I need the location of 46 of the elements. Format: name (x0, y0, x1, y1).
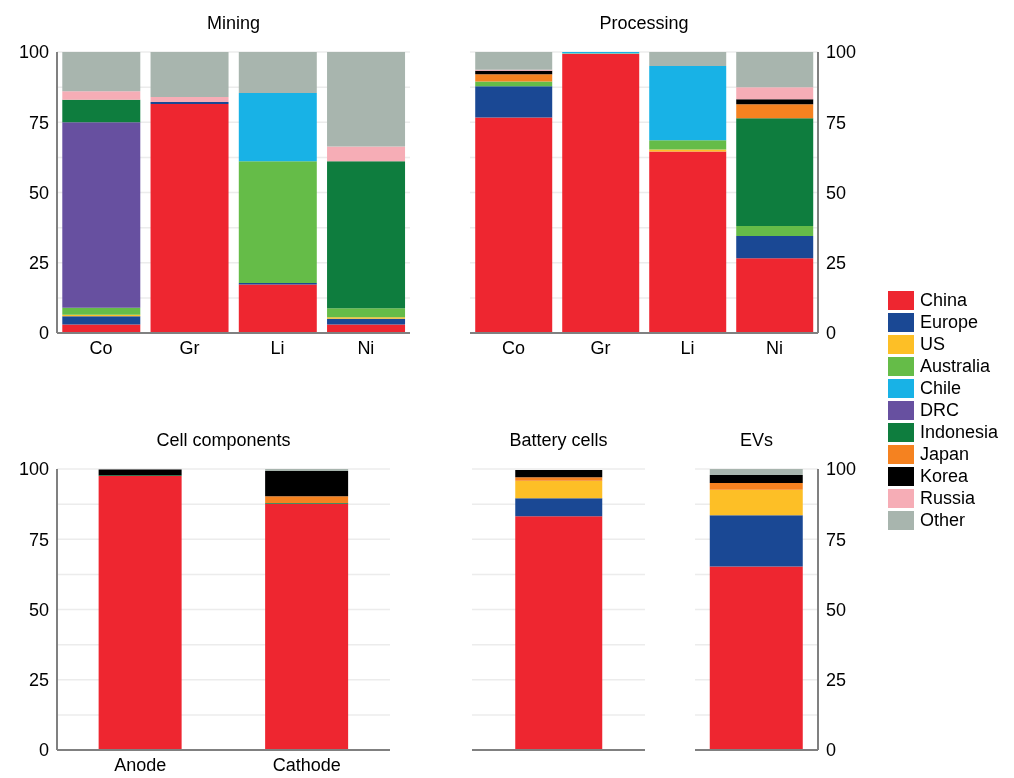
x-tick-label: Gr (590, 337, 611, 358)
legend-label: Russia (920, 487, 976, 509)
y-tick-label: 75 (28, 112, 49, 133)
x-tick-label: Li (680, 337, 695, 358)
legend-label: Japan (920, 443, 970, 465)
legend-label: Korea (920, 465, 969, 487)
y-tick-label: 25 (826, 670, 847, 691)
y-tick-label: 75 (826, 529, 847, 550)
y-tick-label: 50 (28, 599, 49, 620)
legend-label: DRC (920, 399, 959, 421)
legend-label: Indonesia (920, 421, 999, 443)
legend-label: Australia (920, 355, 991, 377)
chart-title: Battery cells (508, 429, 609, 452)
x-tick-label: Ni (357, 337, 375, 358)
x-tick-label: Ni (766, 337, 783, 358)
x-tick-label: Anode (114, 754, 167, 775)
y-tick-label: 100 (18, 459, 49, 480)
y-tick-label: 75 (28, 529, 49, 550)
chart-title: Processing (598, 12, 690, 35)
y-tick-label: 0 (826, 323, 837, 344)
legend-label: China (920, 289, 968, 311)
y-tick-label: 100 (826, 459, 857, 480)
legend-label: Europe (920, 311, 979, 333)
x-tick-label: Cathode (272, 754, 341, 775)
x-tick-label: Gr (179, 337, 200, 358)
chart-title: Mining (206, 12, 261, 35)
y-tick-label: 0 (826, 740, 837, 761)
y-tick-label: 50 (28, 182, 49, 203)
x-tick-label: Li (270, 337, 285, 358)
y-tick-label: 25 (28, 253, 49, 274)
y-tick-label: 50 (826, 599, 847, 620)
y-tick-label: 100 (18, 42, 49, 63)
y-tick-label: 25 (28, 670, 49, 691)
y-tick-label: 0 (38, 323, 49, 344)
y-tick-label: 25 (826, 253, 847, 274)
y-tick-label: 100 (826, 42, 857, 63)
chart-title: Cell components (155, 429, 292, 452)
legend-label: Other (920, 509, 966, 531)
legend-label: US (920, 333, 946, 355)
x-tick-label: Co (89, 337, 113, 358)
legend-label: Chile (920, 377, 962, 399)
y-tick-label: 50 (826, 182, 847, 203)
y-tick-label: 0 (38, 740, 49, 761)
x-tick-label: Co (501, 337, 526, 358)
y-tick-label: 75 (826, 112, 847, 133)
chart-title: EVs (739, 429, 774, 452)
